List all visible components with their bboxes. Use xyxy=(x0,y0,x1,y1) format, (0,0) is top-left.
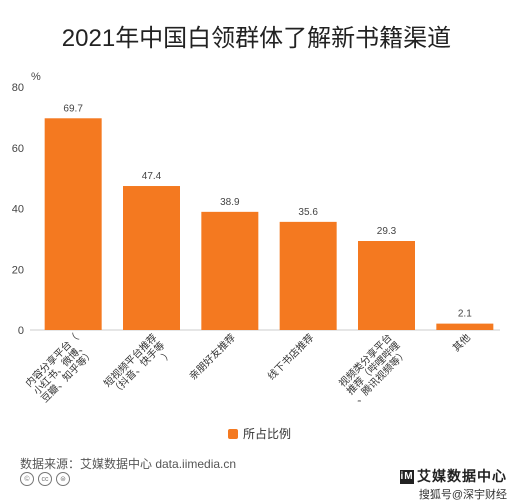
bar xyxy=(436,323,494,330)
y-tick-label: 40 xyxy=(12,204,24,216)
iimedia-logo-icon: iM xyxy=(400,470,414,485)
watermark-sub: 搜狐号@深宇财经 xyxy=(418,489,507,501)
x-tick-label-text: 短视频平台推荐（抖音、快手等） xyxy=(101,331,175,405)
cc-icon: © xyxy=(20,472,34,486)
y-tick-label: 20 xyxy=(12,264,24,276)
x-tick-label: 短视频平台推荐（抖音、快手等） xyxy=(101,331,175,405)
data-label: 47.4 xyxy=(142,171,162,182)
y-tick-label: 60 xyxy=(12,143,24,155)
nd-icon: ⊜ xyxy=(56,472,70,486)
legend-label: 所占比例 xyxy=(243,427,292,441)
data-label: 69.7 xyxy=(63,103,83,114)
watermark-brand-text: 艾媒数据中心 xyxy=(417,468,507,484)
x-tick-label-line: 亲朋好友推荐 xyxy=(186,331,238,383)
bar xyxy=(358,241,415,330)
y-tick-label: 80 xyxy=(12,82,24,94)
bar xyxy=(44,118,102,330)
x-tick-label-text: 内容分享平台（小红书、微博、豆瓣、知乎等） xyxy=(23,331,97,405)
x-tick-label: 亲朋好友推荐 xyxy=(186,331,238,383)
source-text: 数据来源：艾媒数据中心 data.iimedia.cn xyxy=(20,457,237,471)
y-tick-label: 0 xyxy=(18,325,24,337)
watermark-brand: iM 艾媒数据中心 xyxy=(400,466,507,486)
x-tick-label-text: 线下书店推荐 xyxy=(265,331,317,383)
x-tick-label-line: 线下书店推荐 xyxy=(265,331,317,383)
x-tick-label: 视频类分享平台推荐（哔哩哔哩、腾讯视频等） xyxy=(336,331,410,405)
license-icons: © cc ⊜ xyxy=(20,472,70,486)
by-icon: cc xyxy=(38,472,52,486)
bar xyxy=(279,221,337,330)
x-tick-label: 其他 xyxy=(450,331,473,354)
x-tick-label: 线下书店推荐 xyxy=(265,331,317,383)
data-label: 38.9 xyxy=(220,197,240,208)
legend-swatch xyxy=(228,428,238,439)
watermark: iM 艾媒数据中心 搜狐号@深宇财经 xyxy=(400,466,507,502)
x-tick-label: 内容分享平台（小红书、微博、豆瓣、知乎等） xyxy=(23,331,97,405)
x-tick-label-line: 其他 xyxy=(450,331,473,354)
x-tick-label-text: 亲朋好友推荐 xyxy=(186,331,238,383)
data-label: 2.1 xyxy=(458,309,472,320)
bar xyxy=(123,186,180,330)
x-tick-label-text: 视频类分享平台推荐（哔哩哔哩、腾讯视频等） xyxy=(336,331,410,405)
data-label: 35.6 xyxy=(298,207,318,218)
y-axis-unit-label: % xyxy=(31,71,41,83)
legend: 所占比例 xyxy=(228,425,291,442)
x-tick-label-text: 其他 xyxy=(450,331,473,354)
chart-title: 2021年中国白领群体了解新书籍渠道 xyxy=(61,25,452,52)
data-label: 29.3 xyxy=(377,226,397,237)
bar xyxy=(201,211,259,330)
